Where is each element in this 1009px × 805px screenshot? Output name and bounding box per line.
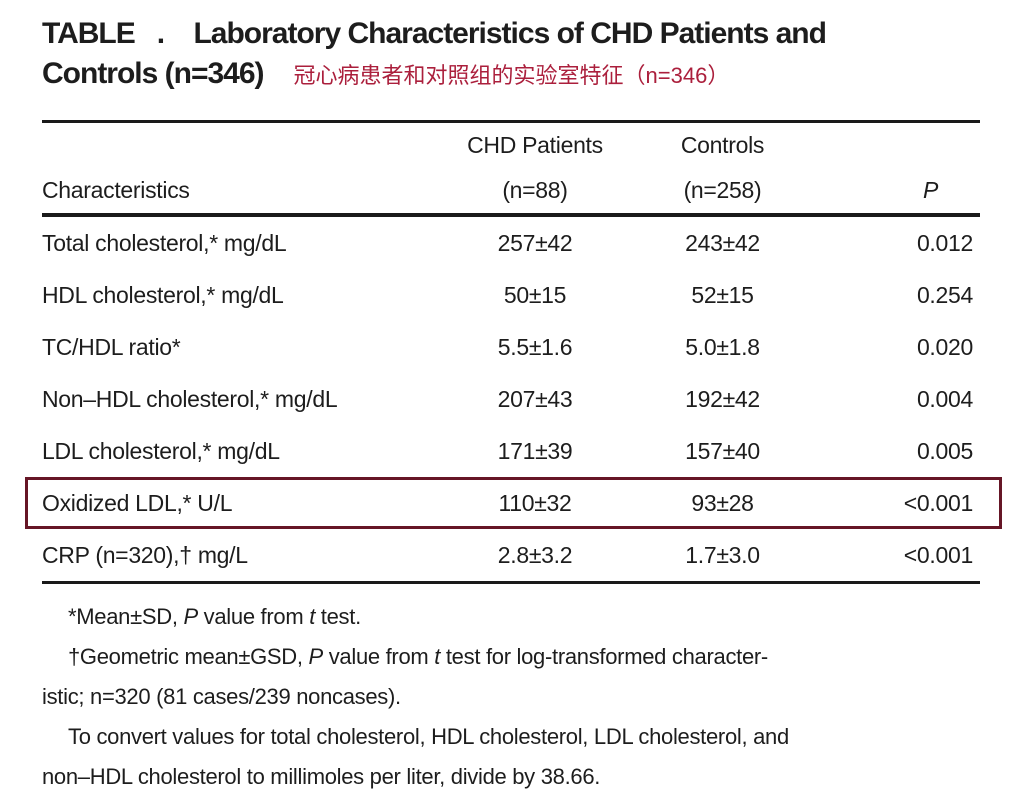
header-controls-n: (n=258) [683,177,762,203]
p-value: 0.254 [916,281,973,308]
table-header-rule [42,213,980,217]
p-value: 0.012 [916,229,973,256]
controls-value: 52±15 [691,281,754,308]
table-row-ldl-cholesterol: LDL cholesterol,* mg/dL 171±39 157±40 0.… [42,425,980,477]
chd-value: 257±42 [497,229,573,256]
table-row-total-cholesterol: Total cholesterol,* mg/dL 257±42 243±42 … [42,217,980,269]
table-row-hdl-cholesterol: HDL cholesterol,* mg/dL 50±15 52±15 0.25… [42,269,980,321]
footnote-mean-sd: *Mean±SD, P value from t test. [68,604,361,629]
table-top-rule [42,120,980,123]
row-label: TC/HDL ratio* [42,333,181,360]
header-characteristics-cell: Characteristics [42,123,420,213]
paper-table-page: TABLE . Laboratory Characteristics of CH… [0,14,1009,805]
chd-value: 171±39 [497,437,573,464]
row-label: CRP (n=320),† mg/L [42,541,248,568]
header-p-cell: P [795,123,980,213]
controls-value: 192±42 [685,385,760,412]
table-title-line2-text: Controls (n=346) [42,57,265,90]
header-controls: Controls [680,132,765,158]
controls-value: 1.7±3.0 [685,541,760,568]
row-label: LDL cholesterol,* mg/dL [42,437,280,464]
header-p-value: P [922,177,938,203]
p-value: 0.020 [916,333,973,360]
row-label: Oxidized LDL,* U/L [42,489,233,516]
p-value: 0.005 [916,437,973,464]
table-row-crp: CRP (n=320),† mg/L 2.8±3.2 1.7±3.0 <0.00… [42,529,980,581]
header-chd-patients-cell: CHD Patients (n=88) [420,123,650,213]
table-title: TABLE . Laboratory Characteristics of CH… [42,14,1009,96]
table-row-oxidized-ldl-highlighted: Oxidized LDL,* U/L 110±32 93±28 <0.001 [25,477,1002,529]
table-bottom-rule [42,581,980,584]
chd-value: 2.8±3.2 [497,541,573,568]
header-controls-cell: Controls (n=258) [650,123,795,213]
header-characteristics: Characteristics [42,177,190,203]
table-row-tc-hdl-ratio: TC/HDL ratio* 5.5±1.6 5.0±1.8 0.020 [42,321,980,373]
footnote-geometric-mean: †Geometric mean±GSD, P value from t test… [68,644,768,669]
row-label: Non–HDL cholesterol,* mg/dL [42,385,338,412]
footnote-geometric-mean-cont: istic; n=320 (81 cases/239 noncases). [42,684,401,709]
controls-value: 93±28 [691,489,754,516]
header-chd-patients: CHD Patients [467,132,603,158]
footnote-convert-cont: non–HDL cholesterol to millimoles per li… [42,764,601,789]
data-table: Characteristics CHD Patients (n=88) Cont… [25,120,1002,584]
p-value: 0.004 [916,385,973,412]
table-header: Characteristics CHD Patients (n=88) Cont… [42,123,980,213]
header-chd-n: (n=88) [502,177,568,203]
controls-value: 243±42 [685,229,760,256]
chd-value: 5.5±1.6 [497,333,573,360]
row-label: HDL cholesterol,* mg/dL [42,281,284,308]
controls-value: 157±40 [685,437,760,464]
footnote-convert: To convert values for total cholesterol,… [68,724,789,749]
chd-value: 50±15 [503,281,567,308]
p-value: <0.001 [903,541,974,568]
table-body: Total cholesterol,* mg/dL 257±42 243±42 … [25,217,1002,581]
p-value: <0.001 [903,489,974,516]
row-label: Total cholesterol,* mg/dL [42,229,287,256]
chd-value: 207±43 [497,385,573,412]
table-footnotes: *Mean±SD, P value from t test. †Geometri… [42,597,987,797]
table-row-non-hdl-cholesterol: Non–HDL cholesterol,* mg/dL 207±43 192±4… [42,373,980,425]
table-title-line1: TABLE . Laboratory Characteristics of CH… [42,17,827,50]
controls-value: 5.0±1.8 [685,333,760,360]
table-title-line2: Controls (n=346) 冠心病患者和对照组的实验室特征（n=346） [42,54,1009,96]
chinese-translation-annotation: 冠心病患者和对照组的实验室特征（n=346） [293,63,730,88]
chd-value: 110±32 [498,489,572,516]
